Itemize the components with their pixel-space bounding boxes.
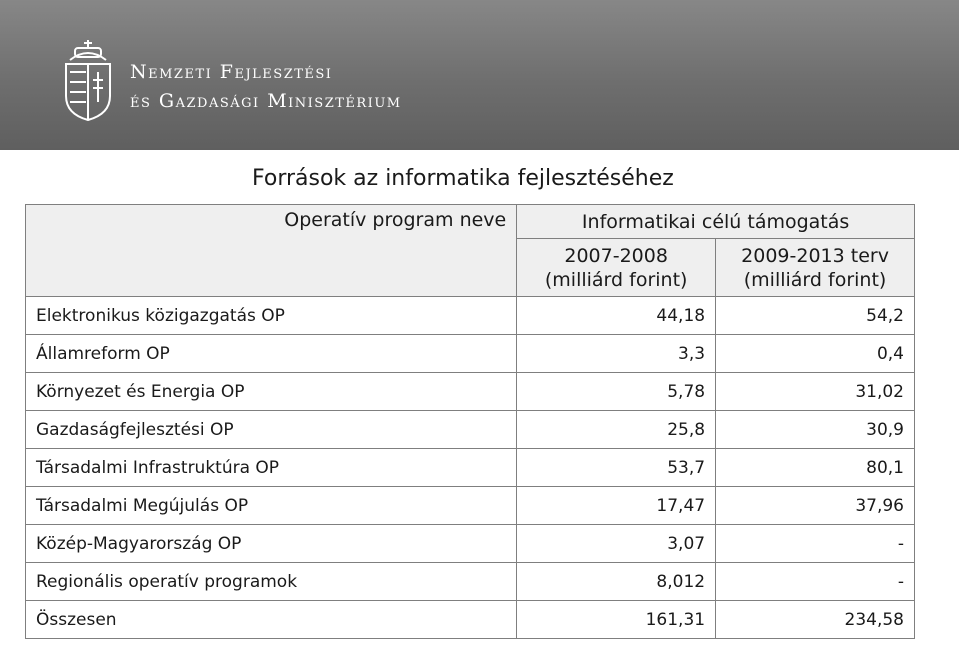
program-name-cell: Elektronikus közigazgatás OP (24, 296, 518, 335)
value-2007-2008-cell: 53,7 (516, 448, 717, 487)
ministry-name-line-2: és Gazdasági Minisztérium (130, 90, 402, 112)
table-row: Közép-Magyarország OP 3,07 - (24, 524, 915, 563)
column-header-2007-2008: 2007-2008 (milliárd forint) (516, 238, 717, 297)
column-header-a-period: 2007-2008 (564, 244, 668, 267)
ministry-name: Nemzeti Fejlesztési és Gazdasági Miniszt… (130, 58, 402, 116)
program-name-cell: Közép-Magyarország OP (24, 524, 518, 563)
table-row: Államreform OP 3,3 0,4 (24, 334, 915, 373)
value-2009-2013-cell: 31,02 (715, 372, 915, 411)
value-2007-2008-cell: 3,07 (516, 524, 717, 563)
program-name-cell: Társadalmi Infrastruktúra OP (24, 448, 518, 487)
program-name-cell: Államreform OP (24, 334, 518, 373)
column-header-b-period: 2009-2013 terv (741, 244, 889, 267)
table-total-row: Összesen 161,31 234,58 (24, 600, 915, 639)
ministry-name-line-1: Nemzeti Fejlesztési (130, 61, 333, 83)
value-2007-2008-cell: 8,012 (516, 562, 717, 601)
value-2007-2008-cell: 44,18 (516, 296, 717, 335)
table-row: Gazdaságfejlesztési OP 25,8 30,9 (24, 410, 915, 449)
program-name-cell: Környezet és Energia OP (24, 372, 518, 411)
value-2007-2008-cell: 161,31 (516, 600, 717, 639)
value-2007-2008-cell: 17,47 (516, 486, 717, 525)
value-2009-2013-cell: 0,4 (715, 334, 915, 373)
program-name-cell: Összesen (24, 600, 518, 639)
column-header-b-unit: (milliárd forint) (743, 268, 887, 291)
funding-table: Operatív program neve Informatikai célú … (24, 204, 915, 639)
value-2009-2013-cell: 37,96 (715, 486, 915, 525)
value-2007-2008-cell: 5,78 (516, 372, 717, 411)
value-2009-2013-cell: 80,1 (715, 448, 915, 487)
page-title: Források az informatika fejlesztéséhez (252, 166, 674, 191)
value-2009-2013-cell: 30,9 (715, 410, 915, 449)
table-row: Regionális operatív programok 8,012 - (24, 562, 915, 601)
program-name-cell: Gazdaságfejlesztési OP (24, 410, 518, 449)
value-2009-2013-cell: 234,58 (715, 600, 915, 639)
table-row: Környezet és Energia OP 5,78 31,02 (24, 372, 915, 411)
table-row: Elektronikus közigazgatás OP 44,18 54,2 (24, 296, 915, 335)
value-2009-2013-cell: 54,2 (715, 296, 915, 335)
ministry-header-banner: Nemzeti Fejlesztési és Gazdasági Miniszt… (0, 0, 959, 150)
column-header-2009-2013: 2009-2013 terv (milliárd forint) (715, 238, 915, 297)
value-2009-2013-cell: - (715, 524, 915, 563)
value-2009-2013-cell: - (715, 562, 915, 601)
program-name-cell: Társadalmi Megújulás OP (24, 486, 518, 525)
value-2007-2008-cell: 3,3 (516, 334, 717, 373)
table-header-row: Operatív program neve Informatikai célú … (24, 204, 915, 297)
column-group-header-it-support: Informatikai célú támogatás (516, 204, 915, 239)
program-name-cell: Regionális operatív programok (24, 562, 518, 601)
column-header-a-unit: (milliárd forint) (544, 268, 688, 291)
table-row: Társadalmi Megújulás OP 17,47 37,96 (24, 486, 915, 525)
value-2007-2008-cell: 25,8 (516, 410, 717, 449)
table-row: Társadalmi Infrastruktúra OP 53,7 80,1 (24, 448, 915, 487)
column-header-program-name: Operatív program neve (24, 204, 518, 297)
hungarian-coat-of-arms-icon (65, 40, 111, 122)
